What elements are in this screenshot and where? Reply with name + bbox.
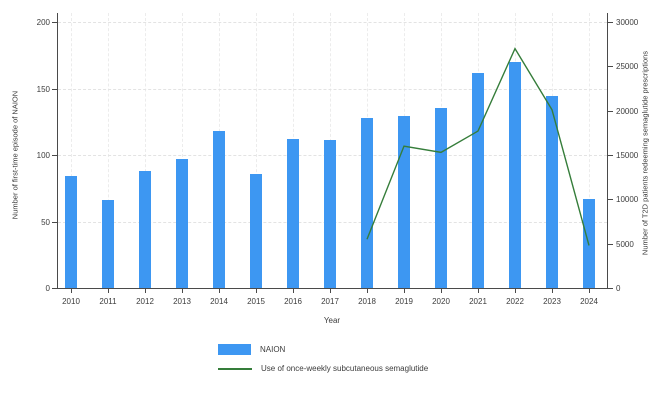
- semaglutide-line: [366, 47, 590, 246]
- x-tick-label: 2010: [62, 297, 80, 306]
- bar-2018: [361, 117, 373, 288]
- x-tick: [515, 289, 516, 293]
- gridline-horizontal: [58, 88, 607, 90]
- semaglutide-line-swatch: [218, 367, 252, 370]
- x-tick: [145, 289, 146, 293]
- left-tick: [52, 88, 57, 90]
- right-tick-label: 0: [616, 284, 621, 293]
- left-axis-line: [57, 13, 58, 288]
- right-tick: [608, 110, 613, 112]
- legend: NAION Use of once-weekly subcutaneous se…: [218, 343, 428, 375]
- right-tick: [608, 199, 613, 201]
- right-tick-label: 15000: [616, 151, 639, 160]
- bar-2010: [65, 176, 77, 288]
- bar-2023: [546, 96, 558, 288]
- x-tick: [441, 289, 442, 293]
- bar-2017: [324, 140, 336, 288]
- x-tick-label: 2015: [247, 297, 265, 306]
- gridline-horizontal: [58, 22, 607, 23]
- x-tick: [478, 289, 479, 293]
- right-axis-line: [607, 13, 608, 288]
- gridline-vertical: [71, 13, 72, 288]
- x-tick-label: 2023: [543, 297, 561, 306]
- bar-2022: [509, 61, 521, 288]
- gridline-vertical: [108, 13, 109, 288]
- x-tick: [330, 289, 331, 293]
- x-tick-label: 2013: [173, 297, 191, 306]
- right-tick-label: 5000: [616, 239, 634, 249]
- left-tick-label: 200: [36, 18, 50, 27]
- bar-2012: [139, 170, 151, 288]
- x-tick-label: 2019: [395, 297, 413, 306]
- x-tick: [404, 289, 405, 293]
- left-tick-label: 50: [41, 217, 50, 227]
- left-tick: [52, 22, 57, 23]
- x-tick: [293, 289, 294, 293]
- legend-item-naion: NAION: [218, 343, 428, 356]
- legend-item-semaglutide: Use of once-weekly subcutaneous semaglut…: [218, 362, 428, 375]
- x-tick: [552, 289, 553, 293]
- left-tick: [52, 221, 57, 223]
- x-tick-label: 2014: [210, 297, 228, 306]
- right-tick: [608, 155, 613, 156]
- left-tick-label: 100: [36, 151, 50, 160]
- x-tick-label: 2021: [469, 297, 487, 306]
- x-tick: [108, 289, 109, 293]
- bar-2016: [287, 139, 299, 288]
- legend-label-semaglutide: Use of once-weekly subcutaneous semaglut…: [261, 364, 429, 373]
- x-tick-label: 2024: [580, 297, 598, 306]
- gridline-vertical: [256, 13, 257, 288]
- left-tick-label: 0: [45, 284, 50, 293]
- naion-bar-swatch: [218, 344, 251, 355]
- x-tick-label: 2017: [321, 297, 339, 306]
- x-tick: [256, 289, 257, 293]
- x-tick-label: 2012: [136, 297, 154, 306]
- left-tick-label: 150: [36, 84, 50, 94]
- x-axis-title: Year: [323, 316, 341, 325]
- gridline-vertical: [589, 13, 590, 288]
- bar-2019: [398, 116, 410, 288]
- bar-2011: [102, 200, 114, 288]
- gridline-vertical: [145, 13, 146, 288]
- gridline-vertical: [182, 13, 183, 288]
- left-tick: [52, 155, 57, 156]
- bar-2021: [472, 72, 484, 288]
- x-tick-label: 2018: [358, 297, 376, 306]
- bar-2020: [435, 108, 447, 288]
- x-tick-label: 2022: [506, 297, 524, 306]
- x-tick: [589, 289, 590, 293]
- right-tick: [608, 22, 613, 23]
- bar-2015: [250, 173, 262, 288]
- bottom-axis-line: [57, 288, 608, 289]
- x-tick-label: 2016: [284, 297, 302, 306]
- bar-2013: [176, 158, 188, 288]
- right-tick-label: 25000: [616, 62, 639, 72]
- right-tick-label: 10000: [616, 195, 639, 205]
- right-tick: [608, 243, 613, 245]
- right-tick: [608, 288, 613, 289]
- x-tick: [182, 289, 183, 293]
- right-axis-title: Number of T2D patients redeeming semaglu…: [640, 50, 650, 256]
- left-tick: [52, 288, 57, 289]
- legend-label-naion: NAION: [260, 345, 286, 354]
- x-tick: [219, 289, 220, 293]
- x-tick: [367, 289, 368, 293]
- x-tick-label: 2011: [99, 297, 117, 306]
- bar-2014: [213, 131, 225, 288]
- right-tick: [608, 66, 613, 68]
- x-tick-label: 2020: [432, 297, 450, 306]
- right-tick-label: 20000: [616, 106, 639, 116]
- x-tick: [71, 289, 72, 293]
- right-tick-label: 30000: [616, 18, 639, 27]
